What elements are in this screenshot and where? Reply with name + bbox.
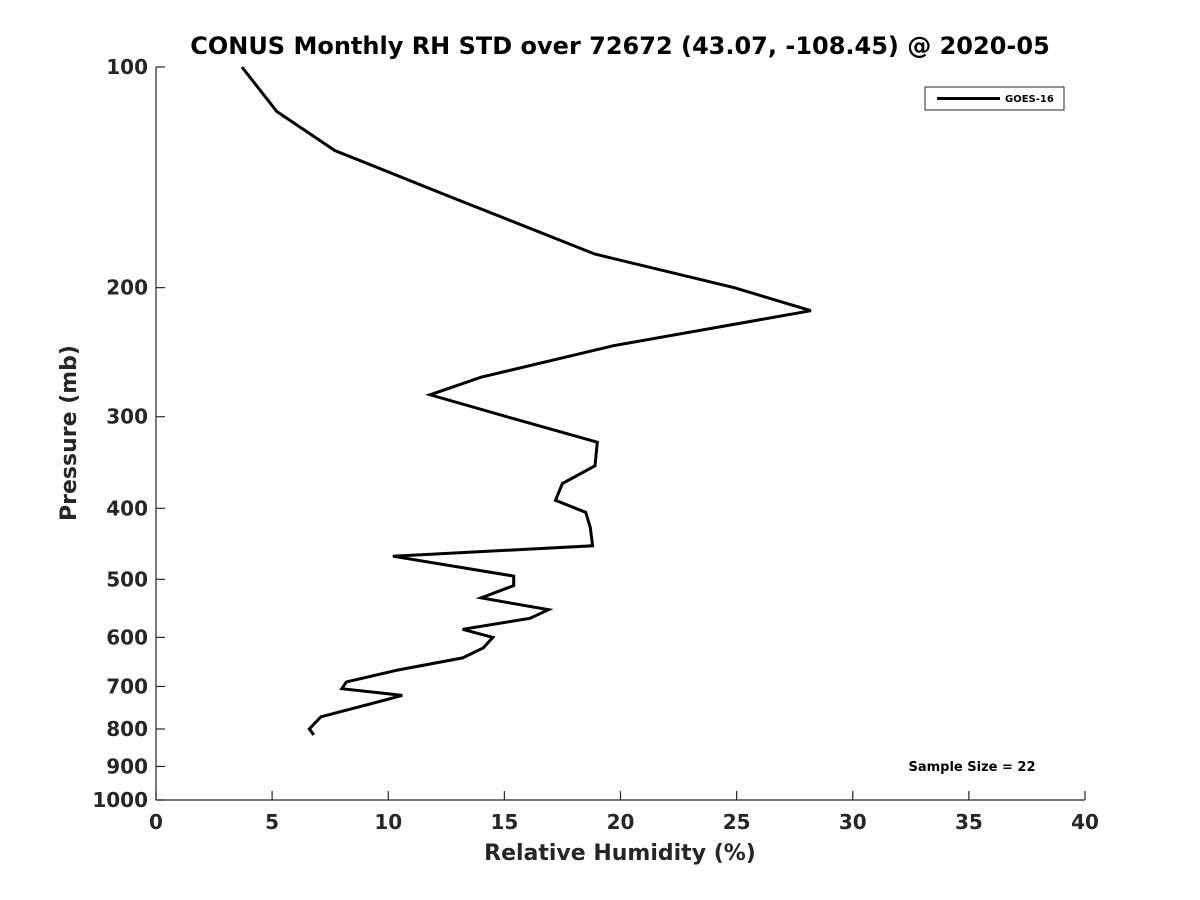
x-axis-ticks: 0 5 10 15 20 25 30 35 40 <box>149 791 1099 834</box>
x-tick-label: 10 <box>374 810 402 834</box>
x-tick-label: 25 <box>723 810 751 834</box>
y-tick-label: 400 <box>106 496 148 520</box>
x-tick-label: 20 <box>607 810 635 834</box>
series-layer <box>240 66 812 736</box>
y-tick-label: 300 <box>106 405 148 429</box>
y-tick-label: 100 <box>106 55 148 79</box>
y-tick-label: 1000 <box>92 788 148 812</box>
y-axis-label: Pressure (mb) <box>57 345 82 521</box>
y-tick-label: 900 <box>106 754 148 778</box>
x-tick-label: 35 <box>955 810 983 834</box>
x-tick-label: 15 <box>490 810 518 834</box>
series-line-goes-16 <box>240 66 812 736</box>
y-tick-label: 200 <box>106 276 148 300</box>
y-axis-ticks: 100 200 300 400 500 600 700 800 900 1000 <box>92 55 165 812</box>
sample-size-annotation: Sample Size = 22 <box>908 760 1035 775</box>
x-axis-label: Relative Humidity (%) <box>484 841 756 866</box>
x-tick-label: 5 <box>265 810 279 834</box>
y-tick-label: 500 <box>106 567 148 591</box>
y-tick-label: 800 <box>106 717 148 741</box>
legend: GOES-16 <box>924 86 1065 111</box>
x-tick-label: 40 <box>1071 810 1099 834</box>
chart-title: CONUS Monthly RH STD over 72672 (43.07, … <box>190 32 1050 60</box>
x-tick-label: 30 <box>839 810 867 834</box>
plot-axes <box>155 67 1085 801</box>
y-tick-label: 700 <box>106 674 148 698</box>
y-tick-label: 600 <box>106 625 148 649</box>
x-tick-label: 0 <box>149 810 163 834</box>
legend-entry-goes-16: GOES-16 <box>1005 94 1054 105</box>
